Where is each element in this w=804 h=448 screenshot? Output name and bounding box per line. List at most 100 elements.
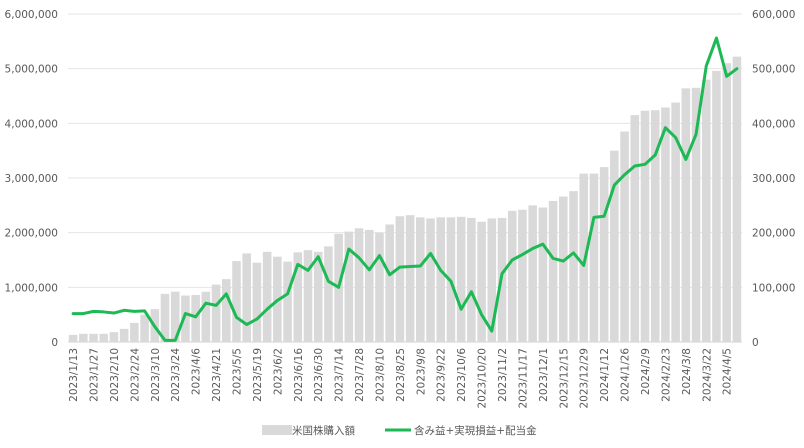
bar [558,196,568,342]
right-axis-tick-label: 500,000 [752,64,795,76]
bar [630,115,640,342]
x-axis-ticks: 2023/1/13 2023/1/27 2023/2/10 2023/2/24 2023… [68,348,734,409]
left-axis-tick-label: 6,000,000 [5,9,58,21]
x-axis-tick-label: 2023/10/6 [456,348,468,402]
x-axis-tick-label: 2023/4/21 [211,348,223,402]
bar [262,251,272,342]
x-axis-tick-label: 2023/9/8 [415,348,427,395]
bar [712,70,721,342]
bar [426,218,435,342]
bar [283,261,292,342]
bar [109,332,119,342]
x-axis-tick-label: 2023/4/6 [191,348,203,395]
bar [538,207,548,342]
left-axis-ticks: 0 1,000,000 2,000,000 3,000,000 4,000,000 5,0… [5,9,58,349]
x-axis-tick-label: 2023/7/14 [334,348,346,402]
bar [364,229,374,342]
left-axis-tick-label: 5,000,000 [5,64,58,76]
x-axis-tick-label: 2023/2/10 [109,348,121,402]
bar [232,261,241,342]
x-axis-tick-label: 2024/2/23 [660,348,672,402]
bar [130,322,139,342]
x-axis-tick-label: 2023/7/28 [354,348,366,402]
bar [507,210,517,342]
x-axis-tick-label: 2024/3/8 [681,348,693,395]
right-axis-tick-label: 0 [752,337,759,349]
x-axis-tick-label: 2023/12/1 [538,348,550,402]
x-axis-tick-label: 2023/6/2 [272,348,284,395]
x-axis-tick-label: 2023/1/13 [68,348,80,402]
bar [487,218,497,342]
bar [701,79,711,342]
bar [599,167,609,342]
legend-swatch-bar [262,425,292,435]
bar [119,328,129,342]
bar [242,253,252,342]
legend-label-bar: 米国株購入額 [292,424,355,437]
bar [211,284,221,342]
bar [569,191,578,342]
bar [620,131,629,342]
bar [191,294,200,342]
right-axis-tick-label: 300,000 [752,173,795,185]
x-axis-tick-label: 2023/6/16 [293,348,305,402]
bar [416,217,425,342]
bar [181,295,190,342]
x-axis-tick-label: 2024/1/26 [620,348,632,402]
bar [68,334,78,342]
x-axis-tick-label: 2023/1/27 [89,348,101,402]
x-axis-tick-label: 2024/2/9 [640,348,652,395]
bar [528,205,537,342]
x-axis-tick-label: 2024/3/22 [701,348,713,402]
x-axis-tick-label: 2023/10/20 [477,348,489,409]
bar [661,107,670,342]
legend-label-line: 含み益+実現損益+配当金 [414,424,537,437]
left-axis-tick-label: 3,000,000 [5,173,58,185]
bar [610,150,619,342]
line-series [71,36,739,342]
x-axis-tick-label: 2023/8/25 [395,348,407,402]
bar [691,87,701,342]
bar [650,110,660,342]
x-axis-tick-label: 2023/5/19 [252,348,264,402]
left-axis-tick-label: 1,000,000 [5,282,58,294]
bar [436,217,446,342]
bar [354,228,364,342]
bar [722,63,731,342]
bar [221,279,231,342]
bar [252,262,262,342]
left-axis-tick-label: 4,000,000 [5,118,58,130]
right-axis-tick-label: 400,000 [752,118,795,130]
bar [405,215,415,342]
bar [99,333,109,342]
bar [579,173,589,342]
x-axis-tick-label: 2024/1/12 [599,348,611,402]
bar [303,250,313,342]
left-axis-tick-label: 0 [51,337,58,349]
bar-series [68,56,742,342]
x-axis-tick-label: 2023/2/24 [129,348,141,402]
gridlines [68,13,742,343]
right-axis-tick-label: 100,000 [752,282,795,294]
bar [477,221,486,342]
x-axis-tick-label: 2023/9/22 [436,348,448,402]
bar [395,216,405,342]
bar [324,246,333,342]
bar [732,56,742,342]
x-axis-tick-label: 2023/6/30 [313,348,325,402]
bar [170,291,180,342]
line-series-layer [71,36,739,342]
bar [160,293,170,342]
bar [89,333,98,342]
right-axis-tick-label: 200,000 [752,228,795,240]
legend: 米国株購入額 含み益+実現損益+配当金 [262,424,537,437]
bar [79,333,88,342]
bar [681,88,691,342]
x-axis-tick-label: 2023/12/29 [579,348,591,409]
right-axis-ticks: 0 100,000 200,000 300,000 400,000 500,000 600,… [752,9,795,349]
bar [518,209,527,342]
bar [671,102,680,342]
bar [467,217,476,342]
bar [385,224,394,342]
